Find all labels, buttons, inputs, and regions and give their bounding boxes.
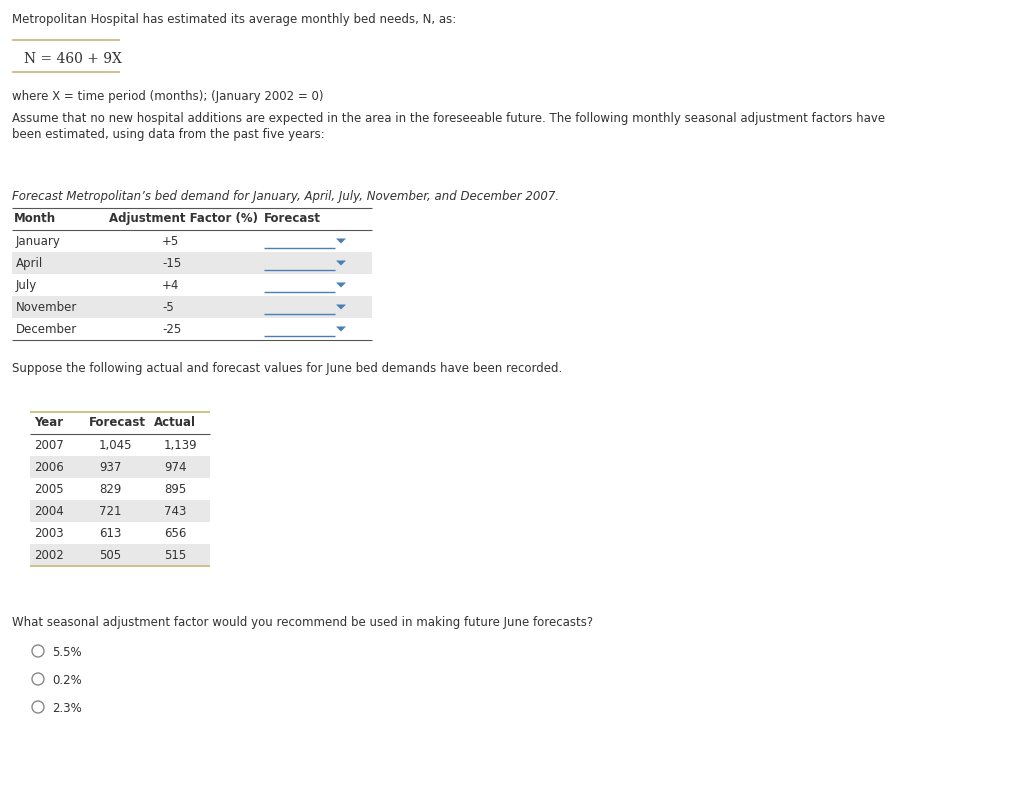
Text: Assume that no new hospital additions are expected in the area in the foreseeabl: Assume that no new hospital additions ar… [12, 112, 885, 125]
Text: Actual: Actual [154, 416, 196, 429]
Bar [12, 274, 372, 296]
Bar [30, 456, 210, 478]
Polygon shape [336, 327, 346, 332]
Text: 515: 515 [164, 549, 186, 562]
Text: 2007: 2007 [34, 439, 63, 452]
Text: Year: Year [34, 416, 63, 429]
Text: 5.5%: 5.5% [52, 646, 82, 659]
Bar [30, 544, 210, 566]
Text: November: November [16, 301, 78, 314]
Bar [12, 296, 372, 318]
Text: Forecast Metropolitan’s bed demand for January, April, July, November, and Decem: Forecast Metropolitan’s bed demand for J… [12, 190, 559, 203]
Text: 829: 829 [99, 483, 122, 496]
Text: 2002: 2002 [34, 549, 63, 562]
Text: 2004: 2004 [34, 505, 63, 518]
Text: 2005: 2005 [34, 483, 63, 496]
Text: 2003: 2003 [34, 527, 63, 540]
Text: been estimated, using data from the past five years:: been estimated, using data from the past… [12, 128, 325, 141]
Bar [30, 434, 210, 456]
Polygon shape [336, 282, 346, 288]
Text: April: April [16, 257, 43, 270]
Bar [30, 500, 210, 522]
Text: Forecast: Forecast [264, 212, 321, 225]
Text: January: January [16, 235, 60, 248]
Text: Suppose the following actual and forecast values for June bed demands have been : Suppose the following actual and forecas… [12, 362, 562, 375]
Text: 505: 505 [99, 549, 121, 562]
Text: 721: 721 [99, 505, 122, 518]
Text: +4: +4 [162, 279, 179, 292]
Text: December: December [16, 323, 77, 336]
Text: 2006: 2006 [34, 461, 63, 474]
Text: 743: 743 [164, 505, 186, 518]
Text: July: July [16, 279, 37, 292]
Text: Month: Month [14, 212, 56, 225]
Text: -15: -15 [162, 257, 181, 270]
Text: 2.3%: 2.3% [52, 702, 82, 715]
Text: 974: 974 [164, 461, 186, 474]
Bar [30, 522, 210, 544]
Text: 895: 895 [164, 483, 186, 496]
Text: N = 460 + 9X: N = 460 + 9X [24, 52, 122, 66]
Text: 656: 656 [164, 527, 186, 540]
Polygon shape [336, 238, 346, 244]
Text: Forecast: Forecast [89, 416, 146, 429]
Text: -25: -25 [162, 323, 181, 336]
Text: 1,139: 1,139 [164, 439, 198, 452]
Text: +5: +5 [162, 235, 179, 248]
Text: -5: -5 [162, 301, 174, 314]
Text: 613: 613 [99, 527, 122, 540]
Bar [30, 478, 210, 500]
Text: 937: 937 [99, 461, 122, 474]
Bar [12, 318, 372, 340]
Text: Adjustment Factor (%): Adjustment Factor (%) [109, 212, 258, 225]
Polygon shape [336, 304, 346, 309]
Text: Metropolitan Hospital has estimated its average monthly bed needs, N, as:: Metropolitan Hospital has estimated its … [12, 13, 457, 26]
Text: 1,045: 1,045 [99, 439, 132, 452]
Text: 0.2%: 0.2% [52, 674, 82, 687]
Bar [12, 230, 372, 252]
Polygon shape [336, 261, 346, 265]
Bar [12, 252, 372, 274]
Text: where X = time period (months); (January 2002 = 0): where X = time period (months); (January… [12, 90, 324, 103]
Text: What seasonal adjustment factor would you recommend be used in making future Jun: What seasonal adjustment factor would yo… [12, 616, 593, 629]
